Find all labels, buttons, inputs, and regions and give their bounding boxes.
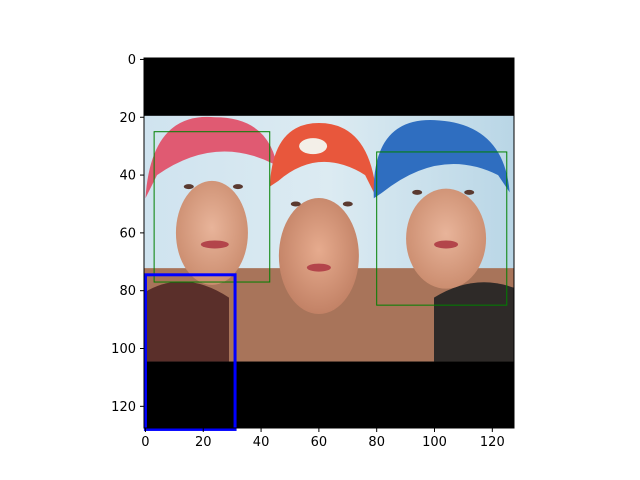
y-axis: 0 20 40 60 80 100 120	[111, 53, 144, 415]
photo-mouth	[306, 263, 331, 272]
bounding-box	[376, 151, 508, 306]
photo-swimsuit-left	[144, 281, 229, 362]
y-tick-label: 60	[119, 226, 136, 241]
photo-mouth	[434, 240, 459, 249]
photo-eye	[464, 189, 475, 195]
axes-frame	[143, 57, 515, 429]
photo-eye	[183, 184, 194, 190]
photo-eye	[232, 184, 243, 190]
photo-eye	[290, 201, 301, 207]
photo-eye	[412, 189, 423, 195]
y-tick-label: 100	[111, 342, 136, 357]
y-tick-label: 20	[119, 111, 136, 126]
photo-cap-floral	[269, 123, 377, 199]
photo-eye	[342, 201, 353, 207]
x-tick-label: 100	[422, 435, 447, 450]
x-axis: 0 20 40 60 80 100 120	[141, 428, 505, 450]
x-tick-label: 60	[311, 435, 328, 450]
y-tick-label: 80	[119, 284, 136, 299]
x-tick-label: 0	[141, 435, 149, 450]
y-tick-label: 0	[128, 53, 136, 68]
photo-face-left	[175, 180, 248, 285]
image-area	[144, 58, 514, 428]
x-tick-label: 80	[368, 435, 385, 450]
x-tick-label: 20	[195, 435, 212, 450]
bounding-boxes	[143, 131, 508, 431]
photo-mouth	[200, 240, 229, 249]
bounding-box	[153, 131, 271, 283]
photo-cap-flower	[299, 138, 328, 155]
photo-cap-blue	[373, 120, 510, 199]
photo-swimsuit-right	[434, 282, 514, 362]
y-tick-label: 120	[111, 400, 136, 415]
y-tick-label: 40	[119, 169, 136, 184]
photo-cap-pink	[145, 116, 279, 199]
photo-face-center	[278, 198, 359, 315]
x-tick-label: 120	[480, 435, 505, 450]
bounding-box	[143, 273, 237, 431]
photo	[144, 115, 514, 362]
photo-face-right	[406, 188, 487, 289]
x-tick-label: 40	[253, 435, 270, 450]
